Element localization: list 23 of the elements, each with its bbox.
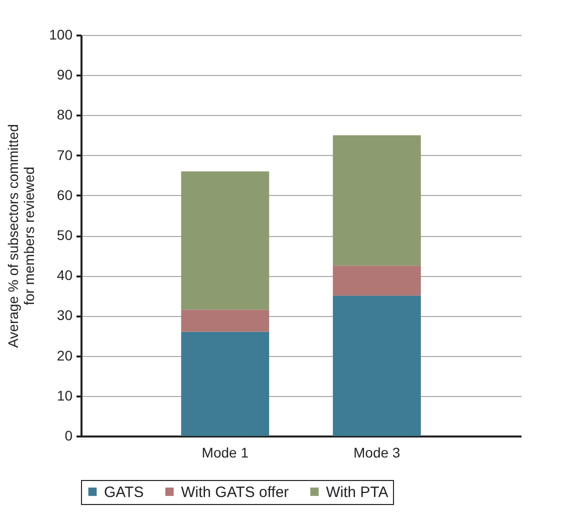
bar [181, 332, 270, 436]
y-tick-label: 10 [56, 387, 73, 404]
x-tick-label: Mode 3 [354, 444, 400, 460]
y-tick-label: 30 [56, 307, 73, 324]
y-tick-label: 100 [49, 26, 73, 42]
y-tick-label: 40 [56, 267, 73, 284]
y-tick-label: 50 [56, 227, 73, 243]
legend-label: With GATS offer [181, 484, 289, 501]
y-tick-label: 90 [56, 66, 73, 83]
y-tick-label: 80 [56, 106, 73, 123]
y-tick-label: 0 [64, 428, 73, 444]
legend-label: With PTA [326, 484, 388, 501]
y-tick-label: 70 [56, 146, 73, 163]
x-tick-label: Mode 1 [202, 444, 249, 460]
y-axis-title: Average % of subsectors committed for members reviewed [5, 124, 38, 348]
bar [181, 310, 270, 332]
bar [332, 135, 421, 266]
y-tick-label: 60 [56, 186, 73, 203]
y-tick-label: 20 [56, 347, 73, 364]
bar [181, 171, 270, 310]
bar [332, 266, 421, 296]
bar [332, 296, 421, 436]
legend-label: GATS [104, 484, 144, 501]
